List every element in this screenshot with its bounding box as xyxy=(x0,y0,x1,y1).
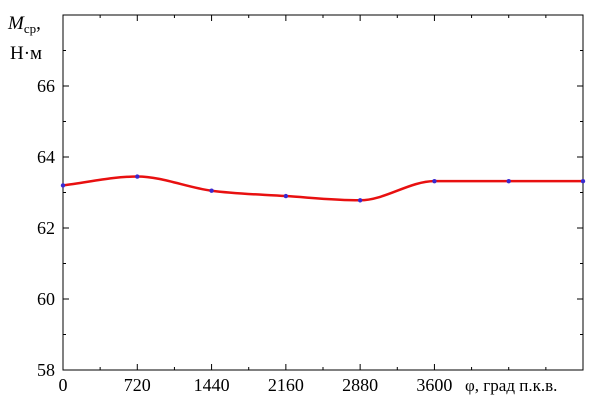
series-layer xyxy=(60,174,586,203)
x-tick-label: 3600 xyxy=(416,375,452,395)
y-tick-label: 62 xyxy=(37,218,55,238)
y-tick-label: 64 xyxy=(37,147,55,167)
data-point xyxy=(209,188,214,193)
y-axis-subscript: ср xyxy=(24,21,36,36)
data-point xyxy=(506,178,511,184)
data-point xyxy=(60,183,66,188)
x-tick-label: 720 xyxy=(124,375,151,395)
x-axis-label: φ, град п.к.в. xyxy=(465,376,557,395)
y-tick-label: 60 xyxy=(37,289,55,309)
y-tick-label: 66 xyxy=(37,76,55,96)
y-axis-symbol: M xyxy=(7,13,25,34)
x-tick-label: 2160 xyxy=(268,375,304,395)
series-line xyxy=(62,175,583,202)
data-point xyxy=(283,193,289,199)
data-point xyxy=(432,178,437,184)
ticks-layer xyxy=(62,15,583,371)
data-point xyxy=(135,174,140,179)
x-tick-label: 2880 xyxy=(342,375,378,395)
x-tick-label: 0 xyxy=(59,375,68,395)
y-axis-suffix: , xyxy=(36,13,41,34)
y-tick-label: 58 xyxy=(37,360,55,380)
y-axis-unit: Н·м xyxy=(10,43,42,64)
plot-frame xyxy=(62,14,584,371)
y-axis-label: Mср, xyxy=(7,13,41,36)
data-point xyxy=(580,178,586,184)
x-tick-label: 1440 xyxy=(194,375,230,395)
data-point xyxy=(357,198,363,203)
tick-labels-layer: 0 720 1440 2160 2880 3600 58 60 62 64 66 xyxy=(37,76,452,395)
